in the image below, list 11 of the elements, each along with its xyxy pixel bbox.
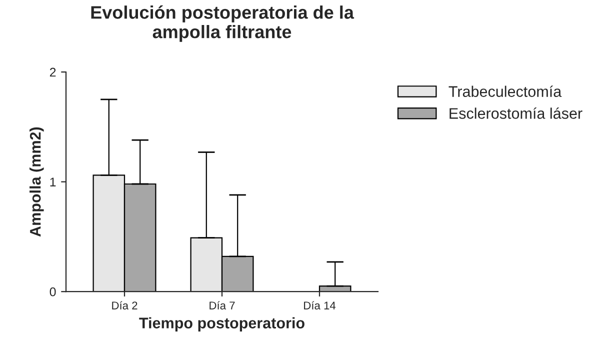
chart-title: Evolución postoperatoria de la ampolla filtrante	[91, 5, 354, 42]
x-tick-label: Día 14	[304, 301, 336, 310]
y-tick-label: 2	[50, 68, 56, 77]
x-tick-label: Día 2	[112, 301, 138, 310]
y-tick-label: 1	[50, 178, 56, 186]
x-tick-label: Día 7	[210, 301, 235, 310]
y-tick-label: 0	[50, 287, 56, 296]
x-axis-title: Tiempo postoperatorio	[139, 317, 304, 332]
legend-label: Trabeculectomía	[448, 86, 562, 97]
legend-label: Esclerostomía láser	[450, 107, 582, 119]
y-axis-title: Ampolla (mm2)	[30, 127, 44, 237]
